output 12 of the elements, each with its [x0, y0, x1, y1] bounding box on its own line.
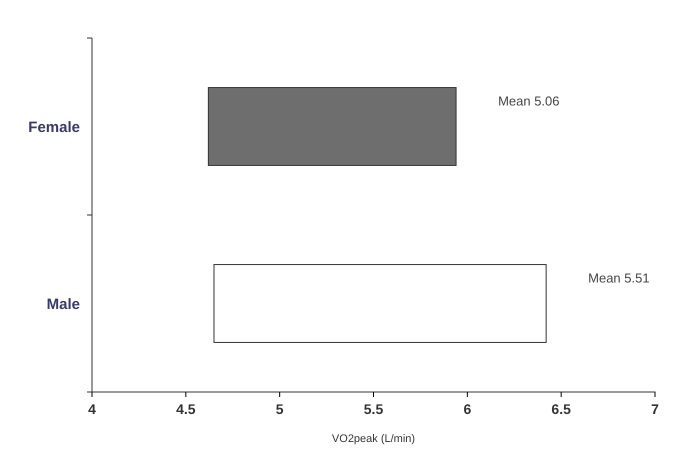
x-tick-label: 5 — [276, 401, 284, 417]
x-tick-label: 5.5 — [364, 401, 384, 417]
x-axis-title: VO2peak (L/min) — [332, 433, 416, 445]
y-tick-label: Male — [46, 296, 80, 313]
x-tick-label: 6 — [463, 401, 472, 417]
x-tick-label: 4.5 — [176, 401, 196, 417]
annotation: Mean 5.06 — [498, 94, 560, 109]
x-tick-label: 6.5 — [551, 401, 572, 417]
x-tick-label: 4 — [88, 401, 96, 417]
x-tick-label: 7 — [651, 401, 660, 417]
y-tick-label: Female — [28, 118, 80, 136]
annotation: Mean 5.51 — [588, 270, 650, 286]
